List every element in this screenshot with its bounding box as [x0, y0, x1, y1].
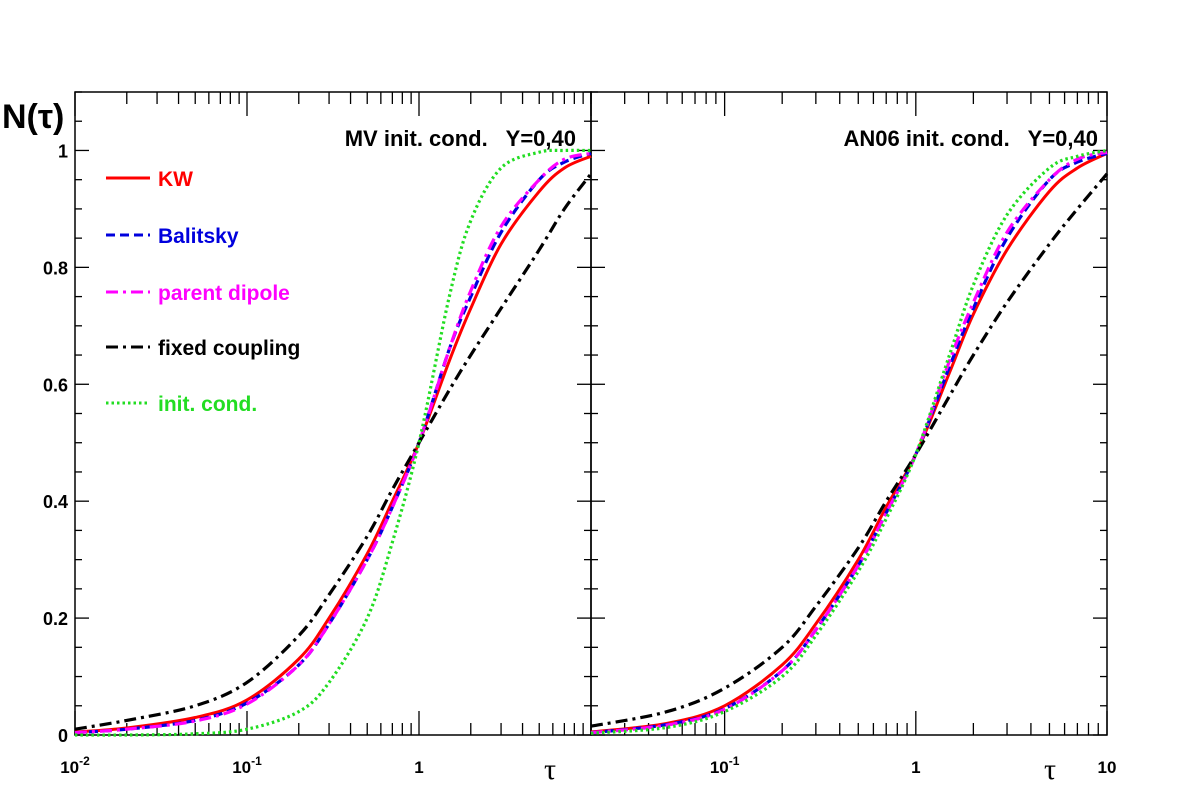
x-axis-label-left: τ: [544, 753, 556, 786]
left-series-balitsky: [74, 151, 592, 735]
left-series-kw: [74, 154, 592, 734]
legend-label: Balitsky: [158, 225, 239, 248]
y-tick-label: 1: [58, 141, 68, 161]
axis-ticks: [74, 91, 1108, 736]
right-series-fixed-coupling: [590, 172, 1109, 728]
left-panel-curves: [74, 148, 593, 737]
y-tick-labels: 0 0.2 0.4 0.6 0.8 1: [43, 141, 68, 746]
right-series-parent-dipole: [590, 150, 1108, 735]
right-panel-curves: [590, 148, 1109, 735]
left-series-fixed-coupling: [74, 172, 593, 731]
y-tick-label: 0.2: [43, 609, 68, 629]
right-series-init-cond-: [590, 148, 1108, 735]
y-axis-label: N(τ): [2, 98, 64, 136]
left-panel-title: MV init. cond. Y=0,40: [345, 126, 576, 151]
legend: KW Balitsky parent dipole fixed coupling ini…: [106, 168, 300, 416]
left-series-init-cond-: [74, 148, 592, 737]
x-tick-label: 1: [414, 758, 423, 777]
legend-label: fixed coupling: [158, 337, 300, 360]
x-tick-label: 10: [1098, 758, 1117, 777]
y-tick-label: 0.8: [43, 258, 68, 278]
right-panel-title: AN06 init. cond. Y=0,40: [843, 126, 1098, 151]
legend-label: KW: [158, 168, 193, 191]
y-tick-label: 0: [58, 726, 68, 746]
x-tick-label: 1: [911, 758, 920, 777]
legend-label: parent dipole: [158, 282, 290, 305]
y-tick-label: 0.4: [43, 492, 68, 512]
y-tick-label: 0.6: [43, 375, 68, 395]
x-axis-label-right: τ: [1044, 753, 1056, 786]
legend-label: init. cond.: [158, 393, 257, 416]
